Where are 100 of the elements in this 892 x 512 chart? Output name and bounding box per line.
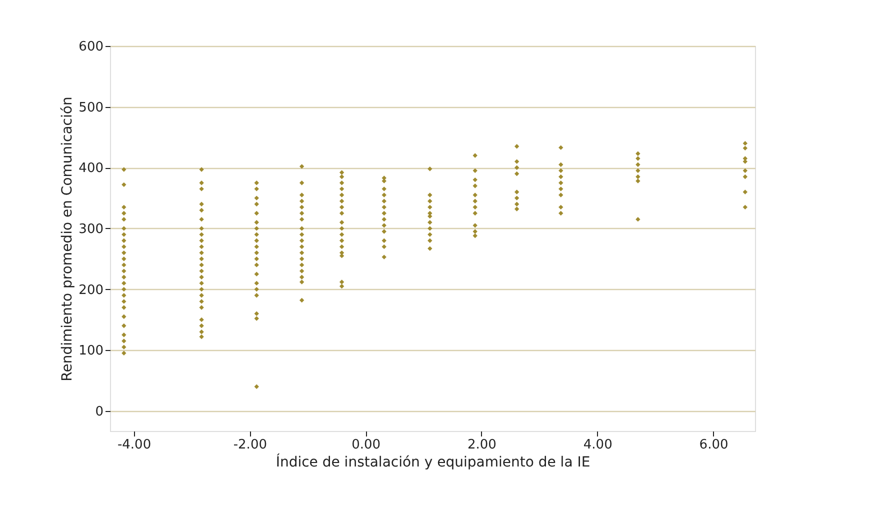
point: [122, 293, 126, 298]
point: [514, 190, 520, 194]
point: [428, 204, 432, 210]
point: [199, 293, 204, 298]
x-tick-label: -4.00: [117, 438, 152, 452]
point: [514, 165, 520, 170]
point: [299, 262, 304, 268]
point: [299, 180, 304, 186]
point: [558, 204, 564, 210]
point: [299, 268, 304, 274]
point: [122, 332, 126, 338]
point: [254, 316, 259, 321]
point: [472, 184, 478, 188]
point: [742, 168, 748, 174]
point: [122, 182, 126, 188]
point: [122, 305, 126, 310]
point: [122, 274, 126, 280]
point: [636, 162, 640, 167]
point: [382, 186, 386, 192]
point: [199, 299, 204, 304]
point: [742, 140, 748, 146]
point: [299, 280, 304, 284]
point: [199, 286, 204, 292]
point: [428, 246, 432, 251]
point: [199, 167, 204, 172]
point: [122, 344, 126, 350]
point: [254, 250, 259, 256]
point: [122, 244, 126, 250]
point: [199, 216, 204, 222]
point: [299, 164, 304, 169]
point: [199, 250, 204, 256]
point: [199, 180, 204, 186]
point: [199, 262, 204, 268]
point: [254, 226, 259, 231]
point: [122, 314, 126, 319]
point: [199, 305, 204, 310]
point: [339, 174, 344, 180]
point: [339, 284, 344, 289]
point: [254, 286, 259, 292]
point: [339, 204, 344, 210]
point: [558, 186, 564, 192]
point: [514, 159, 520, 164]
point: [299, 226, 304, 231]
y-tick-label: 100: [78, 344, 104, 359]
point: [122, 299, 126, 304]
point: [122, 280, 126, 286]
point: [636, 156, 640, 161]
point: [472, 168, 478, 174]
point: [382, 244, 386, 250]
point: [428, 226, 432, 231]
point: [122, 350, 126, 356]
point: [254, 384, 259, 389]
y-tick-label: 600: [78, 40, 104, 54]
point: [428, 166, 432, 172]
point: [382, 229, 386, 234]
point: [742, 174, 748, 180]
point: [742, 204, 748, 210]
point: [199, 274, 204, 280]
point: [122, 210, 126, 216]
point: [199, 330, 204, 334]
point: [199, 256, 204, 262]
point: [299, 210, 304, 216]
point: [636, 216, 640, 222]
point: [299, 298, 304, 303]
x-axis-title: Índice de instalación y equipamiento de la IE: [276, 454, 590, 470]
point: [254, 280, 259, 286]
point: [472, 192, 478, 198]
point: [199, 280, 204, 286]
point: [122, 167, 126, 172]
point: [122, 238, 126, 243]
point: [254, 210, 259, 216]
point: [122, 286, 126, 292]
point: [558, 145, 564, 150]
point: [382, 238, 386, 243]
point: [472, 198, 478, 204]
point: [339, 238, 344, 243]
point: [339, 220, 344, 225]
point: [382, 216, 386, 222]
x-tick-label: 2.00: [467, 438, 496, 452]
point: [339, 180, 344, 186]
point: [382, 204, 386, 210]
y-axis-title: Rendimiento promedio en Comunicación: [60, 96, 76, 382]
point: [472, 177, 478, 182]
point: [558, 174, 564, 180]
point: [558, 180, 564, 186]
y-tick-label: 500: [78, 100, 104, 116]
point: [382, 192, 386, 198]
point: [254, 262, 259, 268]
point: [472, 153, 478, 158]
point: [472, 223, 478, 228]
point: [339, 210, 344, 216]
point: [428, 232, 432, 237]
point: [382, 210, 386, 216]
point: [514, 144, 520, 149]
point: [254, 244, 259, 250]
point: [199, 244, 204, 250]
point: [558, 168, 564, 174]
point: [428, 238, 432, 243]
point: [254, 293, 259, 298]
point: [254, 238, 259, 243]
